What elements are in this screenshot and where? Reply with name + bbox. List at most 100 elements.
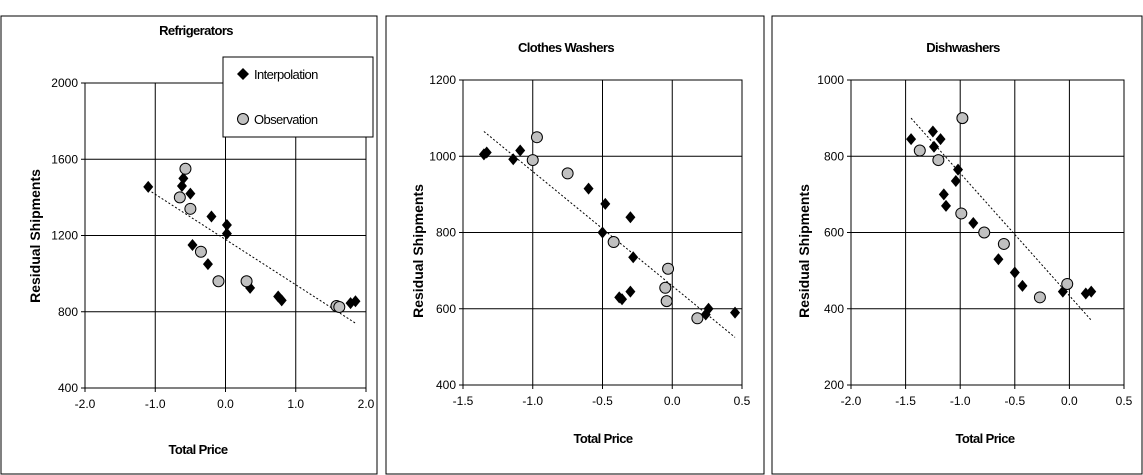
y-tick-label: 600 (436, 302, 456, 316)
data-point-observation (662, 262, 675, 275)
data-point-interpolation (597, 226, 608, 239)
data-point-interpolation (143, 180, 154, 193)
data-point-interpolation (1009, 266, 1020, 279)
y-tick-label: 600 (824, 226, 844, 240)
data-point-observation (978, 226, 991, 239)
data-point-observation (913, 144, 926, 157)
data-point-interpolation (185, 187, 196, 200)
data-point-interpolation (938, 188, 949, 201)
x-tick-label: -0.5 (1004, 394, 1025, 408)
y-axis-label: Residual Shipments (796, 184, 812, 318)
y-tick-label: 800 (824, 149, 844, 163)
legend-label-observation: Observation (254, 112, 318, 127)
legend-circle-marker (237, 113, 249, 125)
x-tick-label: -1.0 (145, 397, 166, 411)
data-point-interpolation (221, 227, 232, 240)
data-point-observation (184, 202, 197, 215)
panel-border (385, 15, 765, 475)
data-point-interpolation (617, 293, 628, 306)
data-point-observation (526, 154, 539, 167)
data-point-interpolation (927, 125, 938, 138)
legend-label-interpolation: Interpolation (254, 67, 318, 82)
trendline (910, 117, 1092, 321)
data-point-interpolation (625, 211, 636, 224)
data-point-observation (530, 131, 543, 144)
x-tick-label: 0.0 (217, 397, 234, 411)
data-point-interpolation (1086, 285, 1097, 298)
data-point-interpolation (600, 197, 611, 210)
data-point-interpolation (1017, 279, 1028, 292)
x-tick-label: -2.0 (75, 397, 96, 411)
data-point-observation (333, 300, 346, 313)
data-point-observation (212, 275, 225, 288)
data-point-interpolation (941, 199, 952, 212)
data-point-interpolation (730, 306, 741, 319)
x-tick-label: 1.0 (287, 397, 304, 411)
y-tick-label: 1200 (51, 229, 78, 243)
y-tick-label: 1600 (51, 152, 78, 166)
chart-title: Clothes Washers (518, 40, 614, 55)
data-point-interpolation (515, 144, 526, 157)
x-tick-label: 0.5 (734, 394, 751, 408)
data-point-observation (956, 112, 969, 125)
data-point-interpolation (176, 179, 187, 192)
x-tick-label: 0.5 (1116, 394, 1133, 408)
legend: Interpolation Observation (222, 56, 374, 138)
data-point-observation (1033, 291, 1046, 304)
data-point-interpolation (583, 182, 594, 195)
x-tick-label: 0.0 (1061, 394, 1078, 408)
data-point-interpolation (953, 163, 964, 176)
data-point-observation (997, 237, 1010, 250)
data-point-observation (691, 312, 704, 325)
x-tick-label: -1.5 (895, 394, 916, 408)
data-point-observation (561, 167, 574, 180)
data-point-observation (240, 275, 253, 288)
x-tick-label: -0.5 (592, 394, 613, 408)
data-point-interpolation (350, 295, 361, 308)
y-tick-label: 800 (436, 226, 456, 240)
data-point-interpolation (628, 251, 639, 264)
panel-border (771, 15, 1143, 475)
x-tick-label: -2.0 (841, 394, 862, 408)
y-axis-label: Residual Shipments (410, 184, 426, 318)
y-tick-label: 800 (58, 305, 78, 319)
legend-box (222, 56, 374, 138)
data-point-interpolation (993, 253, 1004, 266)
data-point-observation (179, 162, 192, 175)
y-tick-label: 1200 (429, 73, 456, 87)
data-point-interpolation (950, 175, 961, 188)
y-axis-label: Residual Shipments (27, 169, 43, 303)
data-point-observation (173, 191, 186, 204)
x-tick-label: 0.0 (664, 394, 681, 408)
data-point-interpolation (202, 258, 213, 271)
trendline (147, 189, 356, 324)
data-point-interpolation (221, 219, 232, 232)
data-point-observation (659, 281, 672, 294)
data-point-observation (955, 207, 968, 220)
y-tick-label: 400 (58, 381, 78, 395)
y-tick-label: 1000 (817, 73, 844, 87)
x-axis-label: Total Price (956, 431, 1015, 446)
data-point-interpolation (703, 302, 714, 315)
data-point-interpolation (906, 133, 917, 146)
x-axis-label: Total Price (169, 442, 228, 457)
data-point-interpolation (187, 239, 198, 252)
chart-panel-dishwashers: Dishwashers Residual Shipments Total Pri… (771, 15, 1143, 475)
x-tick-label: -1.0 (522, 394, 543, 408)
x-tick-label: -1.0 (950, 394, 971, 408)
y-tick-label: 200 (824, 378, 844, 392)
data-point-interpolation (206, 210, 217, 223)
data-point-interpolation (625, 285, 636, 298)
data-point-interpolation (935, 133, 946, 146)
data-point-interpolation (928, 140, 939, 153)
y-tick-label: 1000 (429, 149, 456, 163)
data-point-interpolation (508, 153, 519, 166)
x-axis-label: Total Price (574, 431, 633, 446)
legend-diamond-marker (237, 68, 249, 80)
chart-panel-clothes-washers: Clothes Washers Residual Shipments Total… (385, 15, 765, 475)
data-point-observation (932, 154, 945, 167)
chart-title: Dishwashers (926, 40, 1000, 55)
chart-panel-refrigerators: Refrigerators Residual Shipments Total P… (0, 15, 378, 475)
chart-title: Refrigerators (159, 23, 233, 38)
